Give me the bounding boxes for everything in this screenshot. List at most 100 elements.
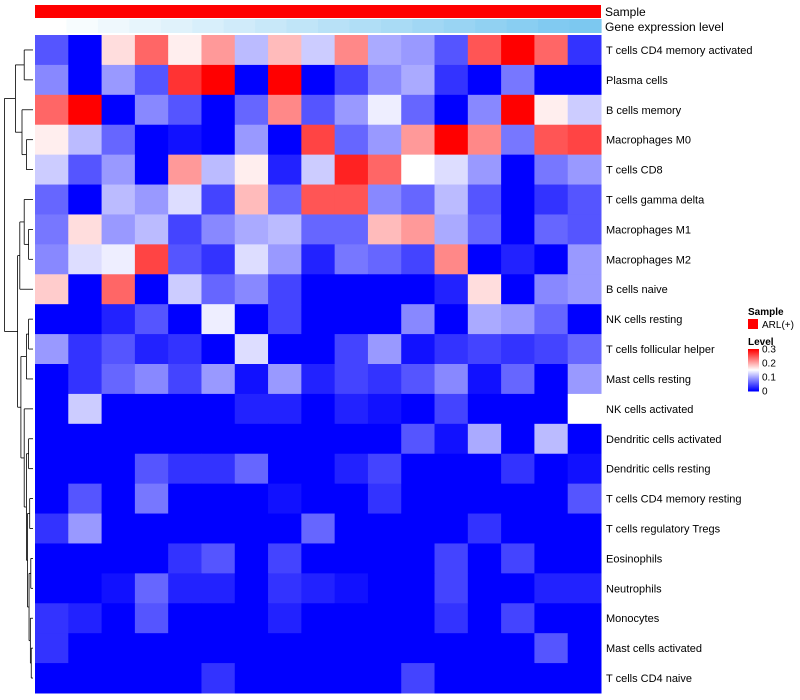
legend-gradient-step bbox=[748, 379, 759, 381]
heatmap-cell bbox=[567, 423, 602, 455]
heatmap-cell bbox=[367, 154, 402, 186]
heatmap-cell bbox=[168, 393, 202, 425]
heatmap-cell bbox=[268, 124, 302, 156]
heatmap-cell bbox=[334, 364, 369, 395]
expression-annotation-cell bbox=[66, 19, 99, 33]
heatmap-cell bbox=[101, 214, 136, 245]
heatmap-cell bbox=[168, 663, 202, 694]
heatmap-cell bbox=[401, 214, 436, 245]
heatmap-cell bbox=[35, 364, 69, 395]
heatmap-cell bbox=[334, 154, 369, 186]
heatmap-cell bbox=[467, 334, 502, 365]
heatmap-cell bbox=[134, 244, 169, 275]
heatmap-cell bbox=[467, 214, 502, 245]
expression-annotation-cell bbox=[255, 19, 288, 33]
expression-annotation-cell bbox=[412, 19, 445, 33]
heatmap-cell bbox=[234, 214, 269, 245]
legend-gradient-step bbox=[748, 382, 759, 384]
heatmap-cell bbox=[168, 274, 202, 305]
heatmap-cell bbox=[501, 453, 535, 485]
legend-color-gradient bbox=[748, 349, 759, 392]
heatmap-cell bbox=[301, 603, 336, 634]
heatmap-cell bbox=[534, 244, 569, 275]
heatmap-cell bbox=[68, 393, 103, 425]
heatmap-cell bbox=[35, 35, 69, 66]
row-label: Macrophages M2 bbox=[606, 254, 691, 266]
row-label: NK cells resting bbox=[606, 314, 682, 326]
heatmap-cell bbox=[567, 393, 602, 425]
legend-gradient-step bbox=[748, 350, 759, 352]
heatmap-cell bbox=[401, 304, 436, 335]
heatmap-cell bbox=[201, 154, 236, 186]
heatmap-cell bbox=[268, 603, 302, 634]
heatmap-cell bbox=[501, 35, 535, 66]
heatmap-cell bbox=[567, 364, 602, 395]
heatmap-cell bbox=[201, 393, 236, 425]
heatmap-cell bbox=[434, 214, 469, 245]
heatmap-cell bbox=[68, 633, 103, 664]
heatmap-cell bbox=[334, 633, 369, 664]
heatmap-cell bbox=[467, 274, 502, 305]
heatmap-cell bbox=[534, 603, 569, 634]
heatmap-cell bbox=[35, 244, 69, 275]
heatmap-cell bbox=[234, 573, 269, 604]
heatmap-cell bbox=[68, 94, 103, 126]
heatmap-cell bbox=[35, 603, 69, 634]
heatmap-cell bbox=[301, 244, 336, 275]
row-label: Plasma cells bbox=[606, 75, 668, 87]
heatmap-cell bbox=[501, 334, 535, 365]
heatmap-cell bbox=[434, 513, 469, 544]
heatmap-cell bbox=[101, 94, 136, 126]
heatmap-cell bbox=[201, 513, 236, 544]
heatmap-cell bbox=[501, 603, 535, 634]
heatmap-cell bbox=[301, 35, 336, 66]
heatmap-cell bbox=[68, 603, 103, 634]
column-annotations: Sample Gene expression level bbox=[35, 5, 724, 34]
heatmap-cell bbox=[301, 423, 336, 455]
heatmap-cell bbox=[567, 94, 602, 126]
heatmap-cell bbox=[367, 483, 402, 515]
legend-level-title: Level bbox=[748, 337, 774, 348]
heatmap-cell bbox=[334, 573, 369, 604]
heatmap-cell bbox=[501, 423, 535, 455]
heatmap-cell bbox=[35, 543, 69, 574]
heatmap-cell bbox=[301, 274, 336, 305]
heatmap-cell bbox=[35, 513, 69, 544]
heatmap-cell bbox=[501, 573, 535, 604]
heatmap-cell bbox=[367, 94, 402, 126]
heatmap-cell bbox=[434, 274, 469, 305]
row-label: Dendritic cells activated bbox=[606, 434, 722, 446]
heatmap-cell bbox=[434, 244, 469, 275]
heatmap-cell bbox=[168, 244, 202, 275]
heatmap-cell bbox=[367, 334, 402, 365]
heatmap-cell bbox=[434, 573, 469, 604]
legend-gradient-step bbox=[748, 366, 759, 368]
heatmap-cell bbox=[367, 124, 402, 156]
heatmap-cell bbox=[268, 364, 302, 395]
heatmap-cell bbox=[101, 304, 136, 335]
heatmap-cell bbox=[134, 35, 169, 66]
legend-gradient-step bbox=[748, 360, 759, 362]
sample-annotation-bar bbox=[35, 5, 601, 18]
row-label: Mast cells activated bbox=[606, 643, 702, 655]
heatmap-cell bbox=[101, 274, 136, 305]
heatmap-cell bbox=[201, 483, 236, 515]
legend-gradient-step bbox=[748, 381, 759, 383]
heatmap-cell bbox=[101, 244, 136, 275]
heatmap-cell bbox=[168, 154, 202, 186]
legend-tick-label: 0.3 bbox=[762, 345, 776, 356]
heatmap-cell bbox=[268, 453, 302, 485]
heatmap-cell bbox=[234, 543, 269, 574]
heatmap-cell bbox=[334, 453, 369, 485]
heatmap-cell bbox=[268, 304, 302, 335]
heatmap-cell bbox=[567, 154, 602, 186]
legend-gradient-step bbox=[748, 353, 759, 355]
heatmap-cell bbox=[334, 214, 369, 245]
heatmap-cell bbox=[268, 633, 302, 664]
heatmap-cells bbox=[35, 35, 602, 694]
expression-annotation-cell bbox=[318, 19, 351, 33]
heatmap-cell bbox=[467, 633, 502, 664]
heatmap-cell bbox=[434, 633, 469, 664]
heatmap-cell bbox=[434, 423, 469, 455]
heatmap-cell bbox=[467, 304, 502, 335]
